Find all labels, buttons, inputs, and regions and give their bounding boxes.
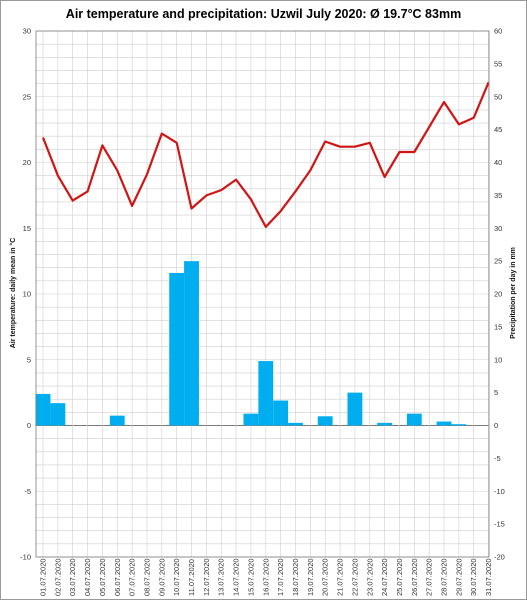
x-tick-label: 14.07.2020 bbox=[232, 558, 241, 596]
x-tick-label: 10.07.2020 bbox=[172, 558, 181, 596]
x-tick-label: 21.07.2020 bbox=[336, 558, 345, 596]
y-tick-label-left: 20 bbox=[23, 158, 31, 167]
y-axis-label-right: Precipitation per day in mm bbox=[510, 247, 517, 339]
x-tick-label: 24.07.2020 bbox=[380, 558, 389, 596]
precipitation-bar bbox=[243, 413, 259, 426]
precipitation-bar bbox=[169, 272, 185, 426]
y-tick-label-right: 10 bbox=[494, 355, 502, 364]
x-tick-label: 11.07.2020 bbox=[187, 559, 196, 596]
x-tick-label: 23.07.2020 bbox=[365, 558, 374, 596]
x-tick-label: 13.07.2020 bbox=[217, 558, 226, 596]
y-tick-label-right: 5 bbox=[494, 388, 498, 397]
x-tick-label: 17.07.2020 bbox=[276, 558, 285, 596]
y-tick-label-right: 15 bbox=[494, 322, 502, 331]
y-tick-label-right: -10 bbox=[494, 487, 505, 496]
y-tick-label-left: 15 bbox=[23, 224, 31, 233]
y-axis-label-left: Air temperature: daily mean in °C bbox=[9, 238, 17, 349]
x-tick-label: 03.07.2020 bbox=[68, 558, 77, 596]
x-tick-label: 26.07.2020 bbox=[410, 558, 419, 596]
y-tick-label-right: 55 bbox=[494, 59, 502, 68]
x-tick-label: 28.07.2020 bbox=[440, 558, 449, 596]
precipitation-bar bbox=[317, 416, 333, 426]
y-tick-label-left: 25 bbox=[23, 92, 31, 101]
y-tick-label-right: -15 bbox=[494, 520, 505, 529]
y-tick-label-right: 60 bbox=[494, 27, 502, 36]
y-tick-label-right: 0 bbox=[494, 421, 498, 430]
plot-area-border bbox=[35, 30, 490, 558]
y-tick-label-right: 50 bbox=[494, 92, 502, 101]
x-tick-label: 07.07.2020 bbox=[128, 558, 137, 596]
x-tick-label: 01.07.2020 bbox=[39, 558, 48, 596]
precipitation-bar bbox=[273, 400, 289, 426]
x-tick-label: 31.07.2020 bbox=[484, 558, 493, 596]
grid bbox=[36, 30, 489, 558]
x-tick-label: 18.07.2020 bbox=[291, 558, 300, 596]
precipitation-bar bbox=[50, 403, 66, 426]
y-tick-label-right: 30 bbox=[494, 224, 502, 233]
x-tick-label: 22.07.2020 bbox=[350, 558, 359, 596]
precipitation-bar bbox=[406, 413, 422, 426]
y-tick-label-left: 30 bbox=[23, 27, 31, 36]
x-tick-label: 29.07.2020 bbox=[454, 558, 463, 596]
y-tick-label-left: -10 bbox=[20, 553, 31, 562]
y-tick-label-right: 35 bbox=[494, 191, 502, 200]
x-tick-label: 25.07.2020 bbox=[395, 558, 404, 596]
precipitation-bar bbox=[109, 415, 125, 426]
precipitation-bar bbox=[347, 392, 363, 426]
precipitation-bar bbox=[258, 361, 274, 426]
x-tick-label: 15.07.2020 bbox=[246, 558, 255, 596]
x-tick-label: 04.07.2020 bbox=[83, 558, 92, 596]
precipitation-bar bbox=[451, 424, 467, 426]
x-tick-label: 20.07.2020 bbox=[321, 558, 330, 596]
axes: -10 -5 0 5 10 15 20 25 30 -20 -15 -10 -5 0 5 10 15 20 25 30… bbox=[20, 27, 505, 597]
y-tick-label-right: 45 bbox=[494, 125, 502, 134]
y-tick-label-right: -20 bbox=[494, 553, 505, 562]
precipitation-bar bbox=[288, 422, 303, 426]
x-tick-label: 05.07.2020 bbox=[98, 558, 107, 596]
temperature-line bbox=[41, 81, 490, 228]
y-tick-label-right: 20 bbox=[494, 290, 502, 299]
precipitation-bar bbox=[184, 261, 199, 426]
y-tick-label-left: 5 bbox=[27, 355, 31, 364]
x-tick-label: 16.07.2020 bbox=[261, 558, 270, 596]
x-tick-label: 08.07.2020 bbox=[142, 558, 151, 596]
temperature-line-layer bbox=[41, 81, 490, 228]
x-tick-label: 06.07.2020 bbox=[113, 558, 122, 596]
chart-title: Air temperature and precipitation: Uzwil… bbox=[65, 7, 462, 21]
x-tick-label: 30.07.2020 bbox=[469, 558, 478, 596]
precipitation-bar bbox=[436, 421, 452, 426]
x-tick-label: 09.07.2020 bbox=[157, 558, 166, 596]
x-tick-label: 12.07.2020 bbox=[202, 558, 211, 596]
y-tick-label-left: -5 bbox=[24, 487, 31, 496]
precipitation-bar bbox=[377, 422, 393, 426]
y-tick-label-left: 10 bbox=[23, 290, 31, 299]
x-tick-label: 19.07.2020 bbox=[306, 558, 315, 596]
y-tick-label-right: 25 bbox=[494, 257, 502, 266]
x-tick-label: 02.07.2020 bbox=[53, 558, 62, 596]
precipitation-bars bbox=[35, 261, 467, 426]
y-tick-label-right: 40 bbox=[494, 158, 502, 167]
x-tick-label: 27.07.2020 bbox=[425, 558, 434, 596]
y-tick-label-right: -5 bbox=[494, 454, 501, 463]
y-tick-label-left: 0 bbox=[27, 421, 31, 430]
precipitation-bar bbox=[35, 393, 51, 426]
